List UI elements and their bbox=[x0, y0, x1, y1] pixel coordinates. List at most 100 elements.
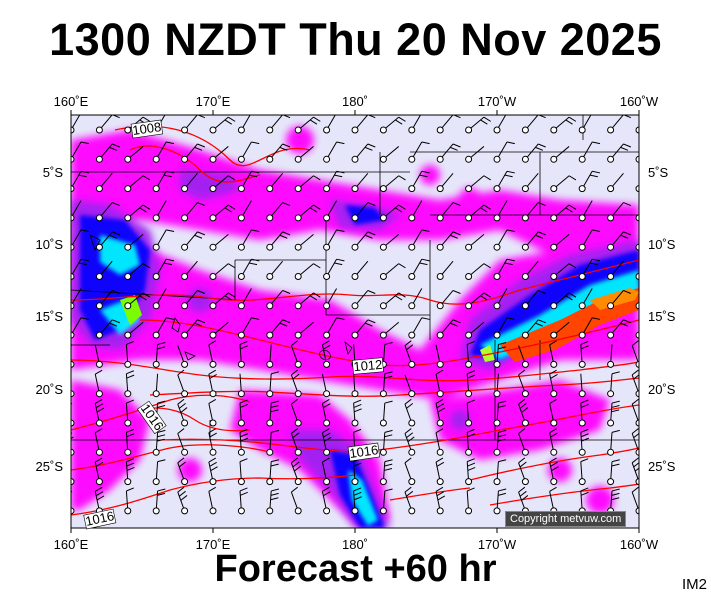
wind-barb-station bbox=[521, 448, 529, 456]
wind-barb-feather bbox=[334, 262, 343, 266]
wind-barb-feather bbox=[177, 486, 185, 493]
wind-barb-feather bbox=[279, 322, 288, 327]
wind-barb-feather bbox=[398, 175, 406, 181]
wind-barb-feather bbox=[142, 175, 151, 181]
wind-barb-station bbox=[351, 214, 359, 222]
wind-barb-station bbox=[436, 478, 444, 486]
wind-barb-feather bbox=[623, 202, 632, 207]
wind-barb-feather bbox=[367, 143, 376, 148]
wind-barb-station bbox=[351, 243, 359, 251]
wind-barb-station bbox=[95, 478, 103, 486]
wind-barb-station bbox=[408, 126, 416, 134]
wind-barb-feather bbox=[292, 373, 300, 380]
wind-barb-station bbox=[294, 390, 302, 398]
wind-barb-feather bbox=[435, 399, 444, 404]
wind-barb-station bbox=[379, 448, 387, 456]
wind-barb-feather bbox=[279, 234, 288, 239]
wind-barb-feather bbox=[126, 462, 135, 467]
lon-label: 160˚E bbox=[54, 537, 89, 552]
wind-barb-feather bbox=[654, 205, 661, 209]
wind-barb-feather bbox=[435, 486, 444, 492]
wind-barb-station bbox=[294, 360, 302, 368]
wind-barb-station bbox=[493, 302, 501, 310]
wind-barb-feather bbox=[651, 208, 658, 212]
wind-barb-station bbox=[379, 419, 387, 427]
lat-label: 10˚S bbox=[36, 237, 64, 252]
wind-barb-feather bbox=[623, 319, 632, 324]
wind-barb-feather bbox=[535, 146, 544, 151]
wind-barb-feather bbox=[270, 497, 279, 501]
wind-barb-feather bbox=[166, 258, 175, 262]
wind-barb-feather bbox=[112, 202, 120, 207]
wind-barb-station bbox=[124, 419, 132, 427]
wind-barb-station bbox=[521, 155, 529, 163]
wind-barb-feather bbox=[249, 262, 258, 266]
wind-barb-feather bbox=[364, 146, 373, 151]
wind-barb-feather bbox=[313, 175, 321, 181]
wind-barb-feather bbox=[518, 428, 526, 434]
wind-barb-station bbox=[578, 273, 586, 280]
wind-barb-station bbox=[493, 331, 501, 339]
wind-barb-feather bbox=[654, 117, 661, 121]
wind-barb-feather bbox=[239, 399, 248, 404]
wind-barb-station bbox=[493, 419, 501, 427]
wind-barb-station bbox=[379, 214, 387, 222]
wind-barb-feather bbox=[611, 463, 620, 467]
wind-barb-station bbox=[635, 390, 639, 398]
wind-barb-station bbox=[578, 478, 586, 486]
wind-barb-feather bbox=[592, 229, 601, 233]
wind-barb-feather bbox=[384, 468, 393, 471]
wind-barb-feather bbox=[139, 207, 147, 213]
wind-barb-station bbox=[578, 448, 586, 456]
wind-barb-feather bbox=[620, 146, 629, 151]
wind-barb-station bbox=[323, 185, 331, 193]
wind-barb-station bbox=[379, 478, 387, 486]
wind-barb-feather bbox=[436, 491, 445, 497]
wind-barb-feather bbox=[78, 262, 87, 266]
wind-barb-station bbox=[209, 360, 217, 368]
wind-barb-station bbox=[635, 214, 639, 222]
wind-barb-station bbox=[237, 273, 245, 280]
wind-barb-feather bbox=[282, 202, 291, 207]
wind-barb-feather bbox=[208, 399, 217, 404]
wind-barb-feather bbox=[504, 174, 513, 178]
wind-barb-feather bbox=[240, 345, 248, 350]
wind-barb-station bbox=[408, 185, 416, 193]
wind-barb-feather bbox=[157, 342, 166, 345]
wind-barb-station bbox=[209, 155, 217, 163]
wind-barb-station bbox=[578, 185, 586, 193]
wind-barb-station bbox=[379, 273, 387, 280]
wind-barb-station bbox=[181, 478, 189, 486]
wind-barb-feather bbox=[177, 428, 185, 434]
wind-barb-station bbox=[124, 273, 132, 280]
wind-barb-feather bbox=[421, 229, 430, 233]
wind-barb-feather bbox=[631, 457, 639, 464]
wind-barb-feather bbox=[112, 143, 120, 148]
wind-barb-feather bbox=[498, 400, 507, 404]
wind-barb-feather bbox=[580, 345, 589, 350]
wind-barb-station bbox=[379, 331, 387, 339]
wind-barb-station bbox=[152, 214, 160, 222]
wind-barb-feather bbox=[197, 290, 206, 294]
wind-barb-feather bbox=[228, 204, 236, 210]
lat-label: 25˚S bbox=[36, 459, 64, 474]
wind-barb-station bbox=[209, 302, 217, 310]
wind-barb-feather bbox=[94, 399, 103, 404]
wind-barb-feather bbox=[64, 429, 70, 434]
wind-barb-feather bbox=[538, 319, 546, 324]
wind-barb-station bbox=[408, 302, 416, 310]
wind-barb-feather bbox=[384, 342, 393, 345]
wind-barb-feather bbox=[240, 403, 248, 408]
wind-barb-station bbox=[124, 185, 132, 193]
wind-barb-station bbox=[71, 478, 75, 486]
wind-barb-station bbox=[266, 126, 274, 134]
wind-barb-feather bbox=[166, 229, 175, 233]
wind-barb-station bbox=[181, 390, 189, 398]
wind-barb-feather bbox=[64, 341, 70, 346]
wind-barb-station bbox=[237, 185, 245, 193]
wind-barb-feather bbox=[421, 141, 430, 145]
wind-barb-feather bbox=[611, 488, 620, 492]
lat-label: 25˚S bbox=[648, 459, 676, 474]
wind-barb-feather bbox=[550, 461, 558, 467]
wind-barb-feather bbox=[550, 374, 558, 379]
